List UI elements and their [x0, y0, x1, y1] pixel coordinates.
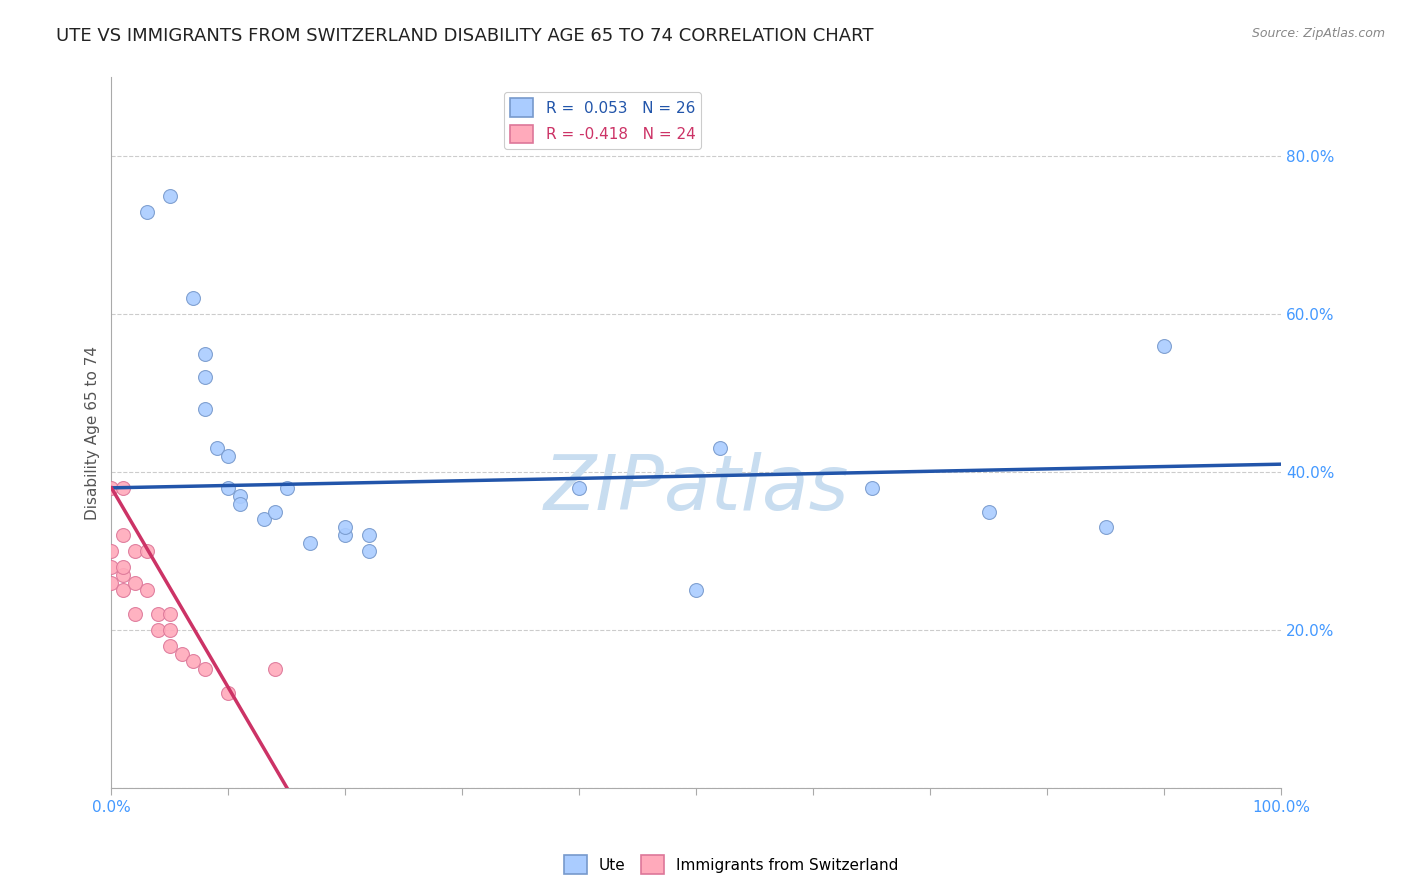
Point — [159, 623, 181, 637]
Point — [977, 504, 1000, 518]
Point — [112, 567, 135, 582]
Point — [112, 559, 135, 574]
Point — [124, 575, 146, 590]
Point — [170, 647, 193, 661]
Point — [709, 442, 731, 456]
Point — [568, 481, 591, 495]
Point — [264, 662, 287, 676]
Point — [860, 481, 883, 495]
Point — [135, 204, 157, 219]
Point — [148, 607, 170, 621]
Point — [194, 346, 217, 360]
Point — [112, 528, 135, 542]
Point — [229, 489, 252, 503]
Point — [100, 559, 122, 574]
Point — [335, 520, 357, 534]
Point — [100, 544, 122, 558]
Point — [159, 189, 181, 203]
Point — [229, 497, 252, 511]
Point — [124, 607, 146, 621]
Legend: Ute, Immigrants from Switzerland: Ute, Immigrants from Switzerland — [558, 849, 904, 880]
Text: ZIPatlas: ZIPatlas — [544, 452, 849, 526]
Point — [357, 528, 380, 542]
Point — [264, 504, 287, 518]
Point — [100, 481, 122, 495]
Point — [112, 481, 135, 495]
Point — [1095, 520, 1118, 534]
Point — [100, 575, 122, 590]
Point — [159, 607, 181, 621]
Point — [194, 662, 217, 676]
Point — [357, 544, 380, 558]
Point — [148, 623, 170, 637]
Point — [335, 528, 357, 542]
Point — [299, 536, 322, 550]
Legend: R =  0.053   N = 26, R = -0.418   N = 24: R = 0.053 N = 26, R = -0.418 N = 24 — [505, 92, 702, 149]
Point — [135, 583, 157, 598]
Point — [181, 655, 204, 669]
Point — [194, 401, 217, 416]
Point — [276, 481, 298, 495]
Point — [217, 481, 239, 495]
Point — [159, 639, 181, 653]
Point — [217, 450, 239, 464]
Text: UTE VS IMMIGRANTS FROM SWITZERLAND DISABILITY AGE 65 TO 74 CORRELATION CHART: UTE VS IMMIGRANTS FROM SWITZERLAND DISAB… — [56, 27, 873, 45]
Point — [217, 686, 239, 700]
Point — [685, 583, 707, 598]
Point — [1153, 339, 1175, 353]
Point — [205, 442, 228, 456]
Point — [252, 512, 274, 526]
Y-axis label: Disability Age 65 to 74: Disability Age 65 to 74 — [86, 345, 100, 520]
Point — [194, 370, 217, 384]
Text: Source: ZipAtlas.com: Source: ZipAtlas.com — [1251, 27, 1385, 40]
Point — [181, 292, 204, 306]
Point — [124, 544, 146, 558]
Point — [112, 583, 135, 598]
Point — [135, 544, 157, 558]
